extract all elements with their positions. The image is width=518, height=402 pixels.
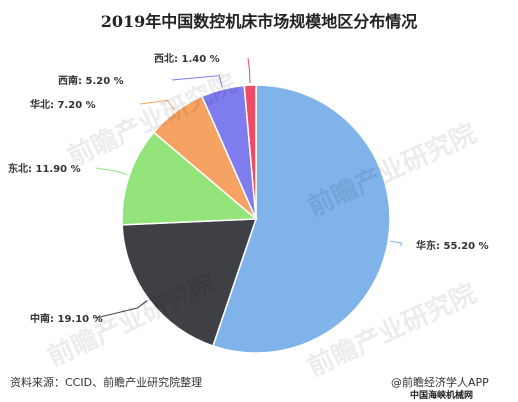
leader-line xyxy=(95,167,128,176)
data-label: 东北: 11.90 % xyxy=(8,162,81,175)
data-label: 西南: 5.20 % xyxy=(58,74,124,87)
leader-line xyxy=(247,57,251,84)
leader-line xyxy=(390,240,403,247)
source-note: 资料来源：CCID、前瞻产业研究院整理 xyxy=(10,376,203,389)
brand-credit: @前瞻经济学人APP xyxy=(388,374,489,390)
chart-title: 2019年中国数控机床市场规模地区分布情况 xyxy=(100,12,418,31)
pie-slice xyxy=(121,131,258,226)
pie-slice xyxy=(243,84,257,220)
data-label: 华东: 55.20 % xyxy=(416,239,489,252)
leader-line xyxy=(95,300,148,319)
site-stamp: 中国海峡机械网 xyxy=(410,391,474,401)
leader-line xyxy=(139,99,176,111)
pie-slice xyxy=(121,218,258,347)
data-label: 华北: 7.20 % xyxy=(30,98,96,111)
pie-slice xyxy=(212,84,391,354)
data-label: 中南: 19.10 % xyxy=(30,312,103,325)
brand-label: @前瞻经济学人APP xyxy=(391,376,489,389)
data-label: 西北: 1.40 % xyxy=(154,52,220,65)
leader-line xyxy=(171,75,223,88)
